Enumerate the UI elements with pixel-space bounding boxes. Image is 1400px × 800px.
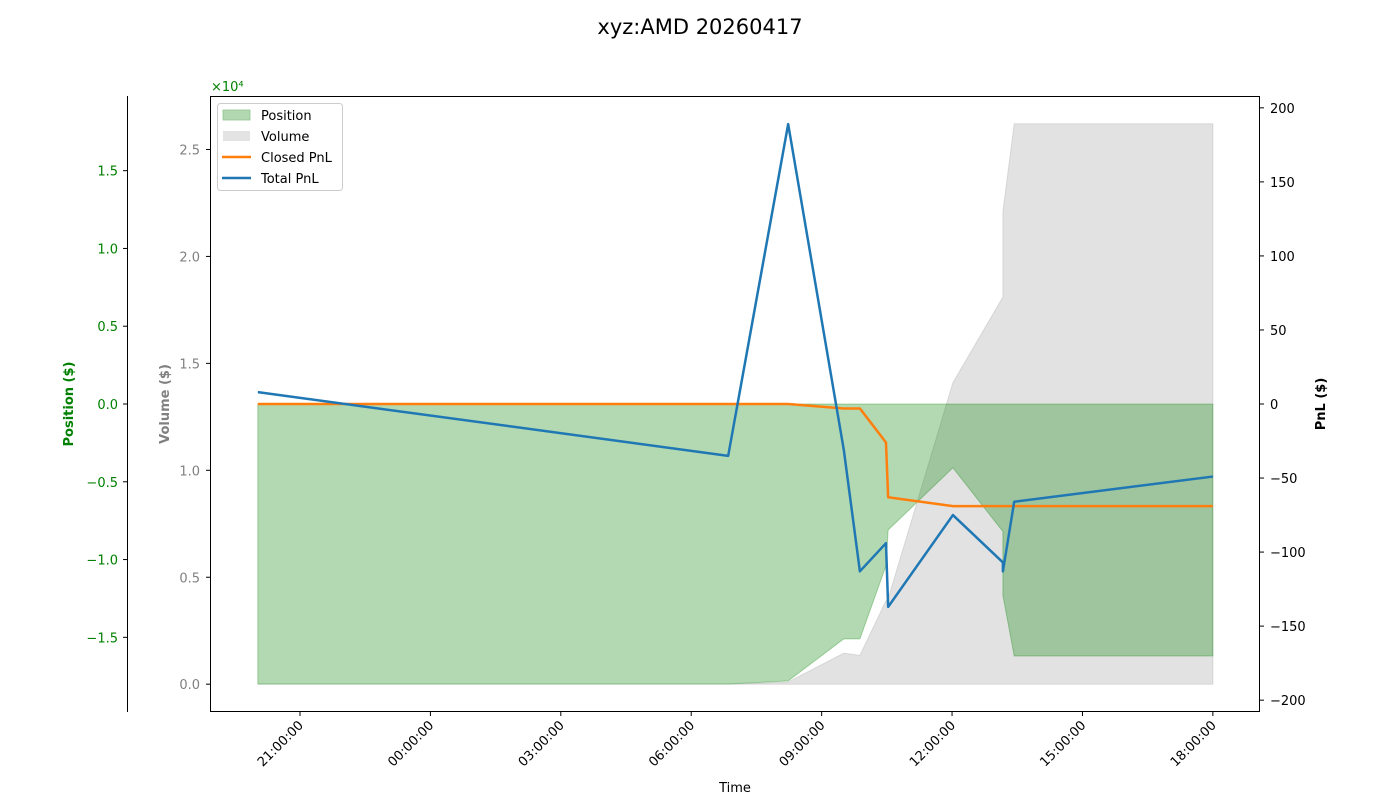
position-area [257, 403, 1214, 685]
legend-position-swatch [222, 109, 251, 121]
pnl-axis-label: PnL ($) [1314, 378, 1329, 431]
time-axis: 21:00:00 00:00:00 03:00:00 06:00:00 09:00:00… [255, 711, 1220, 770]
chart-title: xyz:AMD 20260417 [597, 15, 802, 39]
x-axis-label: Time [718, 781, 751, 796]
volume-tick-label: 1.0 [179, 464, 200, 479]
position-tick-label: 0.5 [97, 320, 118, 335]
position-tick-label: −1.5 [86, 631, 118, 646]
line-series [257, 122, 1214, 609]
pnl-tick-label: −150 [1270, 620, 1306, 635]
pnl-tick-label: 100 [1270, 250, 1295, 265]
pnl-tick-label: 150 [1270, 176, 1295, 191]
volume-axis-label: Volume ($) [158, 364, 173, 444]
area-series [257, 123, 1214, 685]
volume-tick-label: 0.0 [179, 678, 200, 693]
pnl-tick-label: 50 [1270, 324, 1287, 339]
position-tick-label: 1.0 [97, 242, 118, 257]
closed-pnl-line [257, 402, 1213, 508]
position-scale-label: ×10⁴ [211, 80, 244, 95]
volume-tick-label: 2.5 [179, 143, 200, 158]
volume-axis: 0.0 0.5 1.0 1.5 2.0 2.5 [179, 143, 211, 693]
position-tick-label: 0.0 [97, 398, 118, 413]
position-tick-label: 1.5 [97, 165, 118, 180]
pnl-tick-label: −100 [1270, 546, 1306, 561]
legend-volume-swatch [223, 131, 250, 141]
volume-area [257, 123, 1214, 685]
pnl-tick-label: 200 [1270, 102, 1295, 117]
pnl-tick-label: −200 [1270, 694, 1306, 709]
legend-closed-pnl-label: Closed PnL [261, 151, 333, 166]
pnl-axis: −200 −150 −100 −50 0 50 100 150 200 [1259, 102, 1306, 709]
volume-tick-label: 0.5 [179, 571, 200, 586]
time-tick-label: 06:00:00 [646, 718, 698, 770]
pnl-tick-label: 0 [1270, 398, 1278, 413]
time-tick-label: 15:00:00 [1037, 718, 1089, 770]
time-tick-label: 21:00:00 [255, 718, 307, 770]
position-axis-label: Position ($) [62, 362, 77, 447]
plot-area [210, 96, 1260, 712]
pnl-tick-label: −50 [1270, 472, 1297, 487]
time-tick-label: 00:00:00 [385, 718, 437, 770]
legend: Position Volume Closed PnL Total PnL [217, 103, 343, 191]
time-tick-label: 18:00:00 [1168, 718, 1220, 770]
position-tick-label: −0.5 [86, 476, 118, 491]
legend-position-label: Position [261, 109, 312, 124]
time-tick-label: 09:00:00 [777, 718, 829, 770]
legend-total-pnl-label: Total PnL [260, 172, 319, 187]
total-pnl-line [257, 122, 1214, 609]
position-tick-label: −1.0 [86, 554, 118, 569]
legend-volume-label: Volume [261, 130, 309, 145]
volume-tick-label: 2.0 [179, 250, 200, 265]
time-tick-label: 12:00:00 [907, 718, 959, 770]
time-tick-label: 03:00:00 [516, 718, 568, 770]
volume-tick-label: 1.5 [179, 357, 200, 372]
position-axis: −1.5 −1.0 −0.5 0.0 0.5 1.0 1.5 [86, 96, 128, 712]
